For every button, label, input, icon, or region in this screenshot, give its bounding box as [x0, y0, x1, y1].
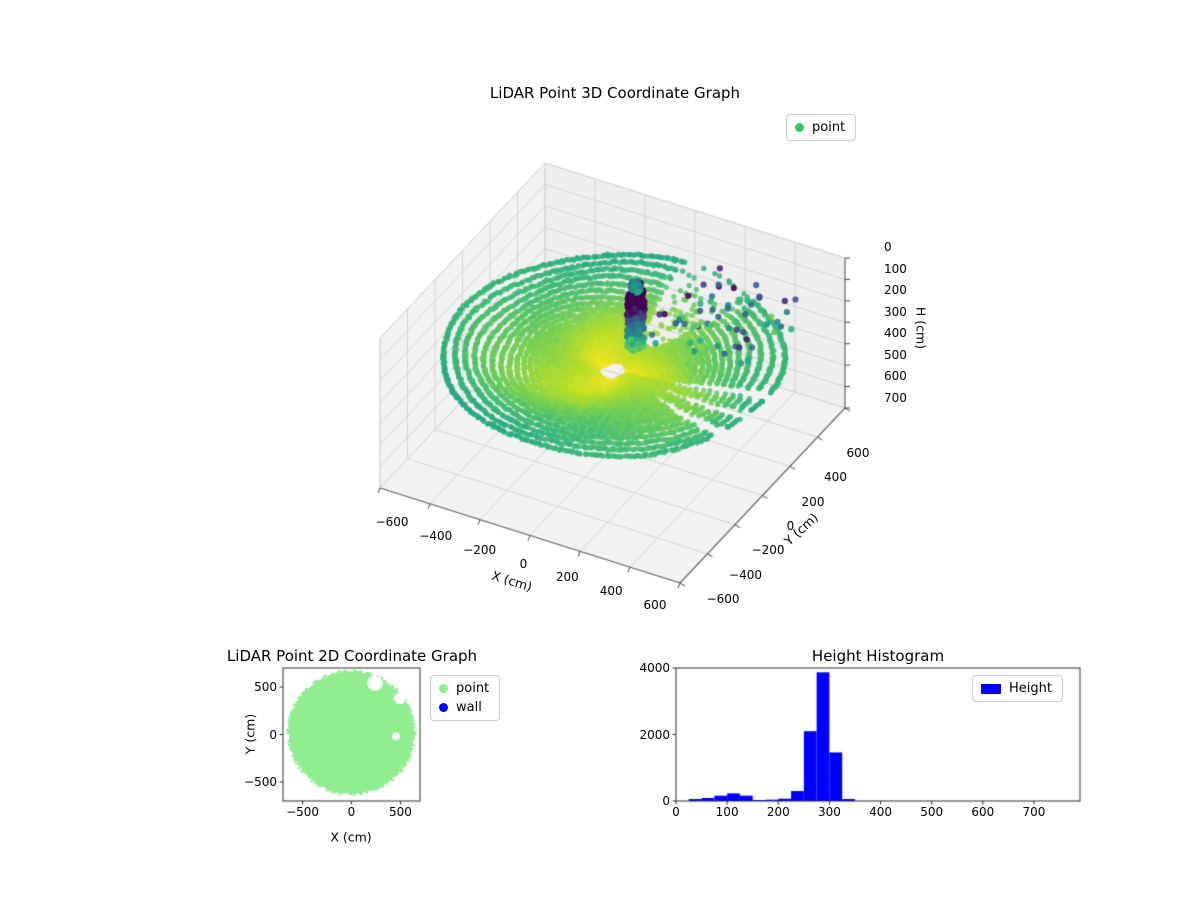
legend-label: wall	[456, 700, 482, 715]
plot3d-z-tick-label: 300	[884, 304, 907, 319]
plot2d-x-tick-label: −500	[286, 805, 320, 819]
plot2d-y-tick-label: 0	[269, 727, 277, 742]
histogram-x-tick-label: 200	[766, 805, 790, 819]
point-marker-icon	[439, 684, 448, 693]
legend-entry-height: Height	[981, 681, 1052, 696]
plot3d-z-tick-label: 200	[884, 283, 907, 298]
plot3d-x-tick-label: −400	[419, 528, 453, 543]
legend-entry-wall: wall	[439, 700, 489, 715]
plot3d-z-tick-label: 100	[884, 261, 907, 276]
plot3d-z-tick-label: 0	[884, 240, 892, 254]
histogram-title: Height Histogram	[811, 647, 945, 665]
legend-entry-point: point	[439, 681, 489, 696]
plot3d-y-tick-label: 400	[824, 470, 847, 485]
histogram-x-tick-label: 600	[971, 805, 995, 819]
plot2d-y-tick-label: 500	[254, 680, 277, 694]
histogram-y-tick-label: 4000	[639, 661, 670, 675]
plot3d-zlabel: H (cm)	[913, 306, 929, 350]
plot2d-y-tick-label: −500	[244, 775, 277, 789]
plot2d-x-tick-label: 500	[388, 805, 412, 819]
histogram-x-tick-label: 100	[715, 805, 739, 819]
histogram-x-tick-label: 0	[672, 805, 680, 819]
histogram-y-tick-label: 2000	[639, 727, 670, 742]
histogram-x-tick-label: 400	[869, 805, 892, 819]
plot3d-y-tick-label: −400	[729, 567, 762, 582]
plot2d-legend: point wall	[430, 675, 501, 721]
plot3d-z-tick-label: 500	[884, 347, 907, 362]
plot3d-y-tick-label: 200	[801, 494, 825, 509]
plot3d-y-tick-label: −600	[706, 592, 740, 606]
plot2d-x-tick-label: 0	[347, 805, 356, 819]
plot3d-x-tick-label: 200	[555, 570, 579, 585]
plot3d-z-tick-label: 400	[884, 326, 907, 341]
height-patch-icon	[981, 683, 1001, 694]
plot3d-y-tick-label: 600	[846, 446, 870, 460]
legend-label: point	[456, 681, 490, 696]
plot3d-x-tick-label: 600	[643, 598, 667, 612]
legend-label: point	[812, 120, 846, 135]
plot2d-title: LiDAR Point 2D Coordinate Graph	[226, 647, 478, 665]
plot3d-x-tick-label: −200	[463, 542, 497, 557]
plot3d-x-tick-label: −600	[375, 515, 409, 529]
plot3d-y-tick-label: 0	[786, 519, 795, 533]
histogram-x-tick-label: 700	[1022, 805, 1046, 819]
plot3d-title: LiDAR Point 3D Coordinate Graph	[489, 84, 741, 102]
histogram-y-tick-label: 0	[662, 794, 670, 808]
plot2d-xlabel: X (cm)	[330, 829, 372, 845]
plot3d-z-tick-label: 600	[884, 369, 907, 384]
plot3d-x-tick-label: 400	[599, 584, 623, 599]
histogram-legend: Height	[972, 675, 1063, 702]
histogram-x-tick-label: 500	[920, 805, 944, 819]
plot3d-z-tick-label: 700	[884, 391, 907, 405]
point-marker-icon	[795, 123, 804, 132]
plot3d-y-tick-label: −200	[751, 543, 785, 558]
plot2d-ylabel: Y (cm)	[242, 713, 258, 755]
plot3d-x-tick-label: 0	[519, 556, 528, 571]
histogram-x-tick-label: 300	[817, 805, 841, 819]
legend-label: Height	[1009, 681, 1052, 696]
legend-entry-point: point	[795, 120, 845, 135]
wall-marker-icon	[439, 703, 448, 712]
plot3d-legend: point	[786, 114, 857, 141]
